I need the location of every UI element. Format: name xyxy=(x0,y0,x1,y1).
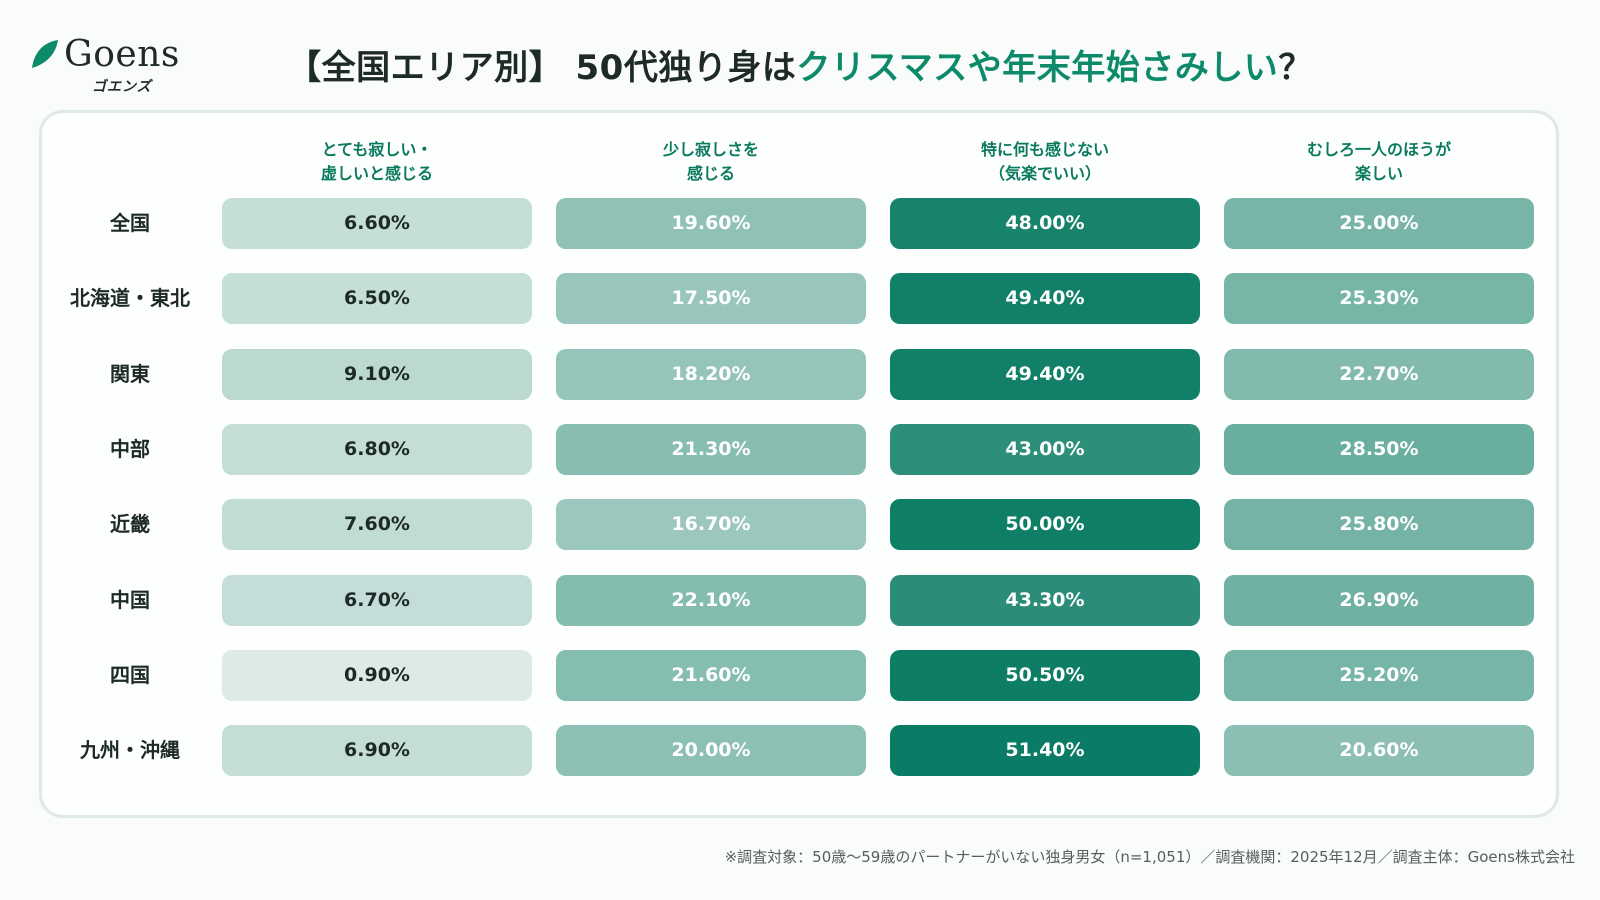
row-label: 近畿 xyxy=(110,512,150,536)
column-header-line: むしろ一人のほうが xyxy=(1306,140,1451,159)
column-header-line: 感じる xyxy=(686,164,735,183)
row-label: 関東 xyxy=(110,362,150,386)
data-cell: 51.40% xyxy=(890,725,1200,776)
data-cell: 25.30% xyxy=(1224,273,1534,324)
row-label: 全国 xyxy=(110,211,150,235)
title-suffix: ？ xyxy=(1278,48,1313,88)
data-cell: 6.80% xyxy=(222,424,532,475)
data-cell: 21.30% xyxy=(556,424,866,475)
row-label: 中国 xyxy=(110,588,150,612)
data-cell: 18.20% xyxy=(556,349,866,400)
data-cell: 9.10% xyxy=(222,349,532,400)
data-cell: 50.00% xyxy=(890,499,1200,550)
title-prefix: 【全国エリア別】 50代独り身は xyxy=(287,48,797,88)
logo-wordmark: Goens xyxy=(64,34,180,75)
leaf-icon xyxy=(32,40,58,68)
data-cell: 22.10% xyxy=(556,575,866,626)
row-label: 四国 xyxy=(110,663,150,687)
data-cell: 6.50% xyxy=(222,273,532,324)
data-cell: 20.60% xyxy=(1224,725,1534,776)
column-header-line: （気楽でいい） xyxy=(988,164,1101,183)
data-cell: 43.30% xyxy=(890,575,1200,626)
row-label: 中部 xyxy=(110,437,150,461)
column-header-line: 特に何も感じない xyxy=(980,140,1109,159)
data-cell: 25.80% xyxy=(1224,499,1534,550)
column-header-line: 少し寂しさを xyxy=(662,140,759,159)
data-cell: 6.90% xyxy=(222,725,532,776)
data-cell: 49.40% xyxy=(890,273,1200,324)
column-header-line: とても寂しい・ xyxy=(321,140,433,159)
survey-footnote: ※調査対象：50歳〜59歳のパートナーがいない独身男女（n=1,051）／調査機… xyxy=(724,848,1575,866)
column-header-4: むしろ一人のほうが 楽しい xyxy=(1224,138,1534,186)
page-title: 【全国エリア別】 50代独り身はクリスマスや年末年始さみしい？ xyxy=(0,40,1600,89)
data-cell: 26.90% xyxy=(1224,575,1534,626)
row-label: 九州・沖縄 xyxy=(80,738,180,762)
data-cell: 49.40% xyxy=(890,349,1200,400)
data-cell: 17.50% xyxy=(556,273,866,324)
data-cell: 0.90% xyxy=(222,650,532,701)
data-cell: 19.60% xyxy=(556,198,866,249)
data-cell: 43.00% xyxy=(890,424,1200,475)
data-cell: 28.50% xyxy=(1224,424,1534,475)
goens-logo: Goens ゴエンズ xyxy=(30,34,200,95)
data-cell: 25.20% xyxy=(1224,650,1534,701)
logo-kana: ゴエンズ xyxy=(92,79,152,95)
title-highlight: クリスマスや年末年始さみしい xyxy=(796,48,1279,88)
data-cell: 6.60% xyxy=(222,198,532,249)
data-cell: 16.70% xyxy=(556,499,866,550)
data-cell: 50.50% xyxy=(890,650,1200,701)
data-cell: 22.70% xyxy=(1224,349,1534,400)
data-cell: 6.70% xyxy=(222,575,532,626)
column-header-1: とても寂しい・ 虚しいと感じる xyxy=(222,138,532,186)
data-cell: 48.00% xyxy=(890,198,1200,249)
column-header-line: 虚しいと感じる xyxy=(320,164,433,183)
data-cell: 20.00% xyxy=(556,725,866,776)
data-cell: 25.00% xyxy=(1224,198,1534,249)
data-cell: 7.60% xyxy=(222,499,532,550)
data-cell: 21.60% xyxy=(556,650,866,701)
column-header-2: 少し寂しさを 感じる xyxy=(556,138,866,186)
column-header-line: 楽しい xyxy=(1354,164,1403,183)
column-header-3: 特に何も感じない （気楽でいい） xyxy=(890,138,1200,186)
row-label: 北海道・東北 xyxy=(70,286,190,310)
